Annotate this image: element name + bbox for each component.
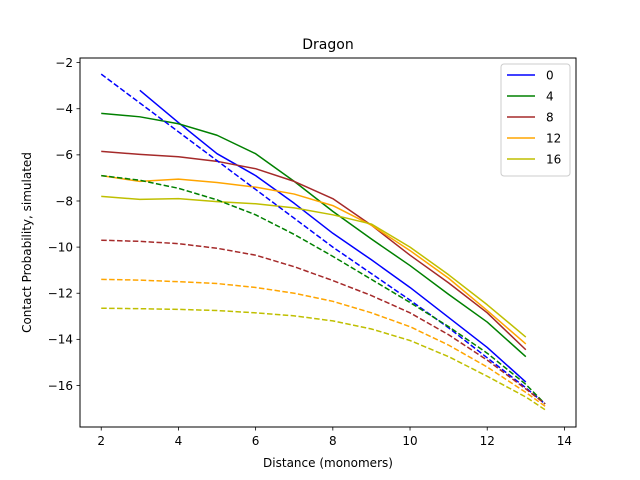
series-line-16 (101, 195, 527, 338)
plot-frame (79, 57, 577, 428)
series-line-8 (101, 150, 527, 351)
y-tick-label: −2 (55, 56, 73, 70)
series-line-dashed-9 (101, 307, 546, 411)
y-axis: −16 −14 −12 −10 −8 −6 −4 −2 (48, 56, 80, 393)
y-tick-label: −10 (48, 240, 73, 254)
series-layer (100, 73, 546, 411)
series-line-0 (139, 89, 527, 383)
legend: 0 4 8 12 16 (500, 63, 571, 177)
series-line-dashed-7 (101, 239, 546, 405)
y-tick-label: −6 (55, 148, 73, 162)
series-line-dashed-8 (101, 278, 546, 407)
x-tick-label: 2 (97, 434, 105, 448)
y-axis-label: Contact Probability, simulated (20, 152, 34, 333)
legend-label: 12 (546, 131, 561, 145)
series-line-12 (101, 174, 527, 345)
x-axis: 2 4 6 8 10 12 14 (97, 427, 572, 448)
y-tick-label: −8 (55, 194, 73, 208)
x-tick-label: 10 (402, 434, 417, 448)
x-tick-label: 8 (329, 434, 337, 448)
x-tick-label: 14 (557, 434, 572, 448)
x-tick-label: 12 (480, 434, 495, 448)
y-tick-label: −14 (48, 333, 73, 347)
x-axis-label: Distance (monomers) (263, 456, 393, 470)
series-line-dashed-5 (100, 73, 546, 405)
y-tick-label: −4 (55, 102, 73, 116)
legend-label: 8 (546, 110, 554, 124)
y-tick-label: −12 (48, 287, 73, 301)
series-line-4 (101, 112, 527, 358)
legend-label: 4 (546, 89, 554, 103)
legend-label: 16 (546, 152, 561, 166)
chart-title: Dragon (302, 37, 353, 53)
x-tick-label: 4 (175, 434, 183, 448)
y-tick-label: −16 (48, 379, 73, 393)
legend-box (500, 63, 571, 177)
legend-label: 0 (546, 68, 554, 82)
x-tick-label: 6 (252, 434, 260, 448)
series-line-dashed-6 (101, 174, 546, 405)
